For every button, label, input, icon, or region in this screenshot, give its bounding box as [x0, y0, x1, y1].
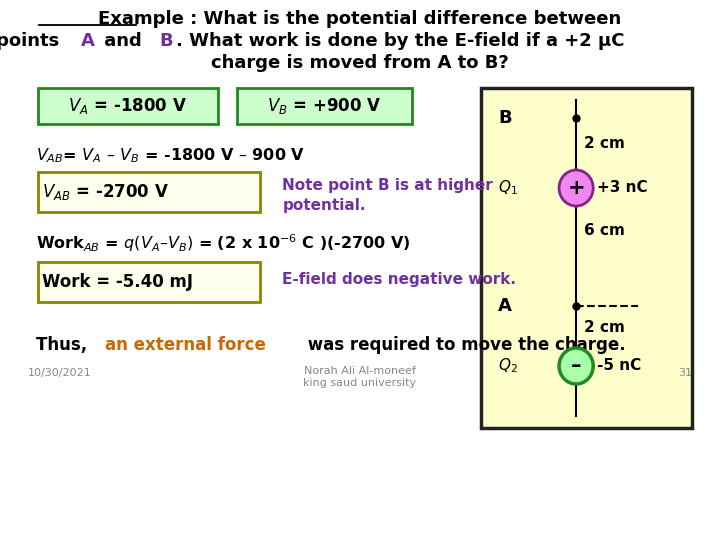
- Text: A: A: [81, 32, 95, 50]
- FancyBboxPatch shape: [37, 262, 261, 302]
- FancyBboxPatch shape: [37, 172, 261, 212]
- Text: 6 cm: 6 cm: [584, 223, 624, 238]
- Text: –: –: [571, 356, 581, 376]
- Text: B: B: [159, 32, 173, 50]
- Text: $V_{AB}$= $V_A$ – $V_B$ = -1800 V – 900 V: $V_{AB}$= $V_A$ – $V_B$ = -1800 V – 900 …: [36, 146, 305, 165]
- Text: $V_B$ = +900 V: $V_B$ = +900 V: [266, 96, 382, 116]
- Text: and: and: [98, 32, 148, 50]
- Text: 10/30/2021: 10/30/2021: [28, 368, 92, 378]
- Text: E-field does negative work.: E-field does negative work.: [282, 272, 516, 287]
- Text: was required to move the charge.: was required to move the charge.: [302, 336, 626, 354]
- FancyBboxPatch shape: [482, 88, 692, 428]
- Text: Thus,: Thus,: [36, 336, 93, 354]
- Text: $Q_2$: $Q_2$: [498, 356, 518, 375]
- Text: Norah Ali Al-moneef: Norah Ali Al-moneef: [304, 366, 416, 376]
- Text: A: A: [498, 297, 512, 315]
- Text: potential.: potential.: [282, 198, 366, 213]
- Text: Work = -5.40 mJ: Work = -5.40 mJ: [42, 273, 194, 291]
- Text: -5 nC: -5 nC: [597, 359, 642, 374]
- Text: Example : What is the potential difference between: Example : What is the potential differen…: [99, 10, 621, 28]
- Text: $V_A$ = -1800 V: $V_A$ = -1800 V: [68, 96, 187, 116]
- Text: +: +: [567, 178, 585, 198]
- Text: Note point B is at higher: Note point B is at higher: [282, 178, 493, 193]
- Text: B: B: [498, 109, 512, 127]
- Text: $Q_1$: $Q_1$: [498, 179, 518, 197]
- Text: king saud university: king saud university: [303, 378, 417, 388]
- Text: charge is moved from A to B?: charge is moved from A to B?: [211, 54, 509, 72]
- Text: Work$_{AB}$ = $q(V_A – V_B)$ = (2 x 10$^{-6}$ C )(-2700 V): Work$_{AB}$ = $q(V_A – V_B)$ = (2 x 10$^…: [36, 232, 410, 254]
- Text: . What work is done by the E-field if a +2 μC: . What work is done by the E-field if a …: [176, 32, 624, 50]
- Text: 2 cm: 2 cm: [584, 136, 624, 151]
- FancyBboxPatch shape: [37, 88, 218, 124]
- Text: $V_{AB}$ = -2700 V: $V_{AB}$ = -2700 V: [42, 182, 169, 202]
- Text: an external force: an external force: [105, 336, 266, 354]
- FancyBboxPatch shape: [237, 88, 412, 124]
- Text: points: points: [0, 32, 66, 50]
- Text: +3 nC: +3 nC: [597, 180, 647, 195]
- Circle shape: [559, 170, 593, 206]
- Text: 31: 31: [678, 368, 692, 378]
- Text: 2 cm: 2 cm: [584, 320, 624, 335]
- Circle shape: [559, 348, 593, 384]
